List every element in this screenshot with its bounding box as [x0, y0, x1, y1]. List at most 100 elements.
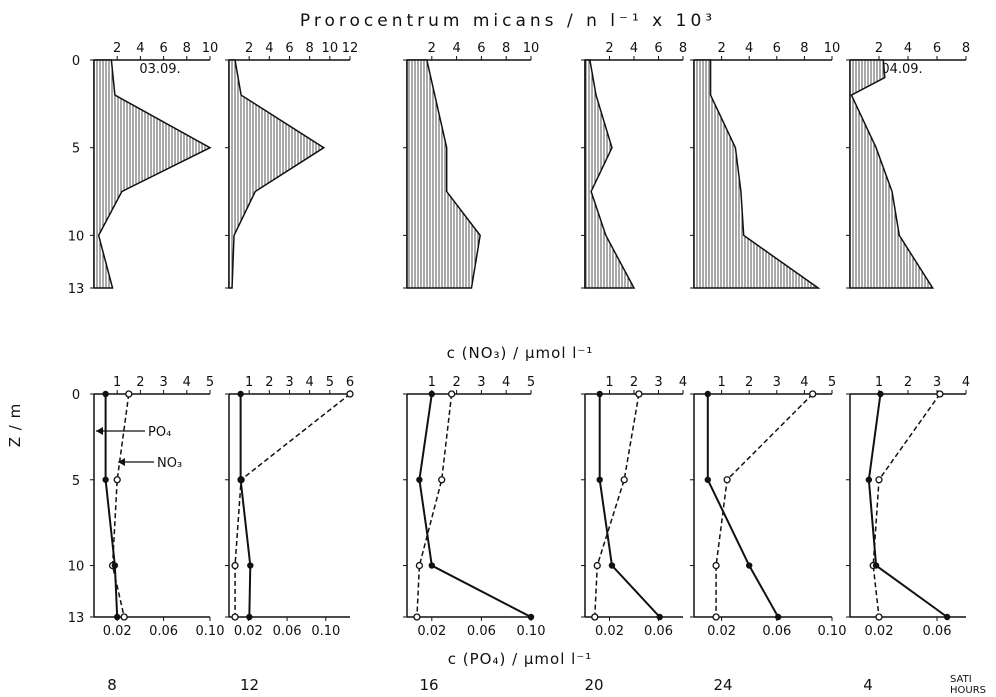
- time-label-12: 12: [240, 676, 259, 694]
- no3-point: [635, 390, 643, 398]
- po4-point: [102, 476, 109, 483]
- bottom-depth-label: 0: [72, 388, 80, 403]
- po4-point: [527, 613, 535, 621]
- bottom-panel-3-po4-tick-label: 0.06: [644, 624, 673, 639]
- top-chart-title: Prorocentrum micans / n l⁻¹ x 10³: [300, 11, 716, 31]
- po4-point: [596, 476, 603, 483]
- top-panel-4-tick-label: 6: [773, 41, 781, 56]
- micans-profile-16: [406, 59, 481, 289]
- po4-point: [237, 476, 244, 483]
- bottom-panel-1-po4-tick-label: 0.10: [311, 624, 340, 639]
- bottom-depth-label: 10: [68, 560, 85, 575]
- top-panel-4-tick-label: 4: [745, 41, 753, 56]
- top-panel-0-tick-label: 6: [159, 41, 167, 56]
- top-panel-4-tick-label: 10: [824, 41, 841, 56]
- bottom-panel-1-po4-tick-label: 0.02: [234, 624, 263, 639]
- no3-point: [620, 476, 628, 484]
- top-panel-1-tick-label: 8: [306, 41, 314, 56]
- po4-point: [877, 390, 884, 398]
- chart-marks: 2 4 6 8 10 2 4 6 8 10 12 2 4 6 8 10 2 4 6 8 2 4 6 8 10 2 4 6 8051013…: [68, 41, 970, 694]
- no3-line-0: [111, 393, 130, 618]
- no3-point: [809, 390, 817, 398]
- po4-point: [111, 562, 119, 569]
- bottom-panel-2-no3-tick-label: 4: [502, 375, 510, 390]
- top-panel-1-tick-label: 10: [322, 41, 339, 56]
- po4-line-1: [239, 394, 252, 618]
- micans-profile-20: [584, 59, 636, 289]
- bottom-panel-4-po4-tick-label: 0.06: [762, 624, 791, 639]
- date-label-start: 03.09.: [139, 62, 180, 77]
- no3-point: [415, 561, 424, 570]
- top-panel-5-tick-label: 8: [962, 41, 970, 56]
- po4-point: [746, 562, 753, 569]
- top-depth-label: 10: [68, 229, 85, 244]
- bottom-panel-1-no3-tick-label: 4: [306, 375, 314, 390]
- bottom-panel-1-no3-tick-label: 2: [265, 375, 273, 390]
- hours-label-line2: HOURS: [950, 685, 986, 696]
- bottom-panel-4-po4-tick-label: 0.10: [818, 624, 847, 639]
- no3-point: [120, 613, 128, 621]
- no3-point: [231, 561, 239, 570]
- top-panel-1-tick-label: 4: [265, 41, 273, 56]
- no3-point: [712, 613, 720, 621]
- top-panel-3-tick-label: 2: [605, 41, 613, 56]
- top-panel-0-tick-label: 10: [202, 41, 219, 56]
- top-panel-0-tick-label: 4: [136, 41, 144, 56]
- po4-point: [872, 562, 880, 569]
- po4-arrow-label: PO₄: [148, 425, 171, 440]
- no3-point: [712, 561, 720, 570]
- bottom-panel-2-no3-tick-label: 1: [428, 375, 436, 390]
- bottom-panel-0-po4-tick-label: 0.06: [149, 624, 178, 639]
- bottom-panel-2-po4-tick-label: 0.10: [517, 624, 546, 639]
- no3-point: [593, 561, 601, 570]
- bottom-panel-2-no3-tick-label: 3: [477, 375, 485, 390]
- bottom-panel-2-no3-tick-label: 5: [527, 375, 535, 390]
- bottom-depth-label: 13: [68, 611, 85, 626]
- bottom-panel-4-no3-tick-label: 5: [828, 375, 836, 390]
- date-label-end: 04.09.: [881, 62, 922, 77]
- bottom-panel-5-no3-tick-label: 4: [962, 375, 970, 390]
- bottom-panel-5-po4-tick-label: 0.02: [865, 624, 894, 639]
- time-label-16: 16: [419, 676, 438, 694]
- bottom-panel-3-no3-tick-label: 4: [679, 375, 687, 390]
- top-panel-5-tick-label: 2: [875, 41, 883, 56]
- bottom-panel-4-po4-tick-label: 0.02: [707, 624, 736, 639]
- top-panel-3-tick-label: 8: [679, 41, 687, 56]
- bottom-panel-2-po4-tick-label: 0.06: [467, 624, 496, 639]
- top-panel-3-tick-label: 6: [654, 41, 662, 56]
- bottom-panel-4-no3-tick-label: 1: [717, 375, 725, 390]
- bottom-panel-2-no3-tick-label: 2: [452, 375, 460, 390]
- bottom-panel-0-no3-tick-label: 4: [183, 375, 191, 390]
- bottom-panel-1-no3-tick-label: 5: [326, 375, 334, 390]
- top-panel-2-tick-label: 8: [502, 41, 510, 56]
- top-panel-2-tick-label: 6: [477, 41, 485, 56]
- micans-profile-12: [228, 59, 326, 289]
- no3-line-3: [594, 393, 640, 618]
- no3-point: [113, 476, 121, 484]
- no3-line-5: [872, 393, 941, 618]
- po4-line-0: [104, 394, 119, 618]
- no3-arrow-label: NO₃: [157, 456, 182, 471]
- po4-point: [774, 613, 782, 621]
- po4-point: [428, 390, 435, 398]
- no3-line-4: [715, 393, 814, 617]
- po4-point: [416, 476, 423, 483]
- no3-axis-title: c (NO₃) / μmol l⁻¹: [447, 344, 594, 362]
- hours-label-line1: SATI: [950, 674, 972, 685]
- po4-point: [237, 390, 244, 398]
- bottom-panel-0-no3-tick-label: 1: [113, 375, 121, 390]
- no3-line-2: [416, 393, 453, 618]
- bottom-panel-3-po4-tick-label: 0.02: [595, 624, 624, 639]
- no3-point: [346, 390, 354, 398]
- bottom-panel-3-no3-tick-label: 1: [605, 375, 613, 390]
- no3-point: [591, 613, 599, 621]
- po4-point: [428, 562, 435, 569]
- bottom-panel-5-po4-tick-label: 0.06: [923, 624, 952, 639]
- micans-profile-24: [693, 59, 821, 289]
- top-panel-4-tick-label: 8: [800, 41, 808, 56]
- time-label-20: 20: [584, 676, 603, 694]
- top-panel-5-tick-label: 6: [933, 41, 941, 56]
- bottom-panel-1-po4-tick-label: 0.06: [273, 624, 302, 639]
- po4-point: [114, 613, 121, 621]
- top-panel-2-tick-label: 2: [428, 41, 436, 56]
